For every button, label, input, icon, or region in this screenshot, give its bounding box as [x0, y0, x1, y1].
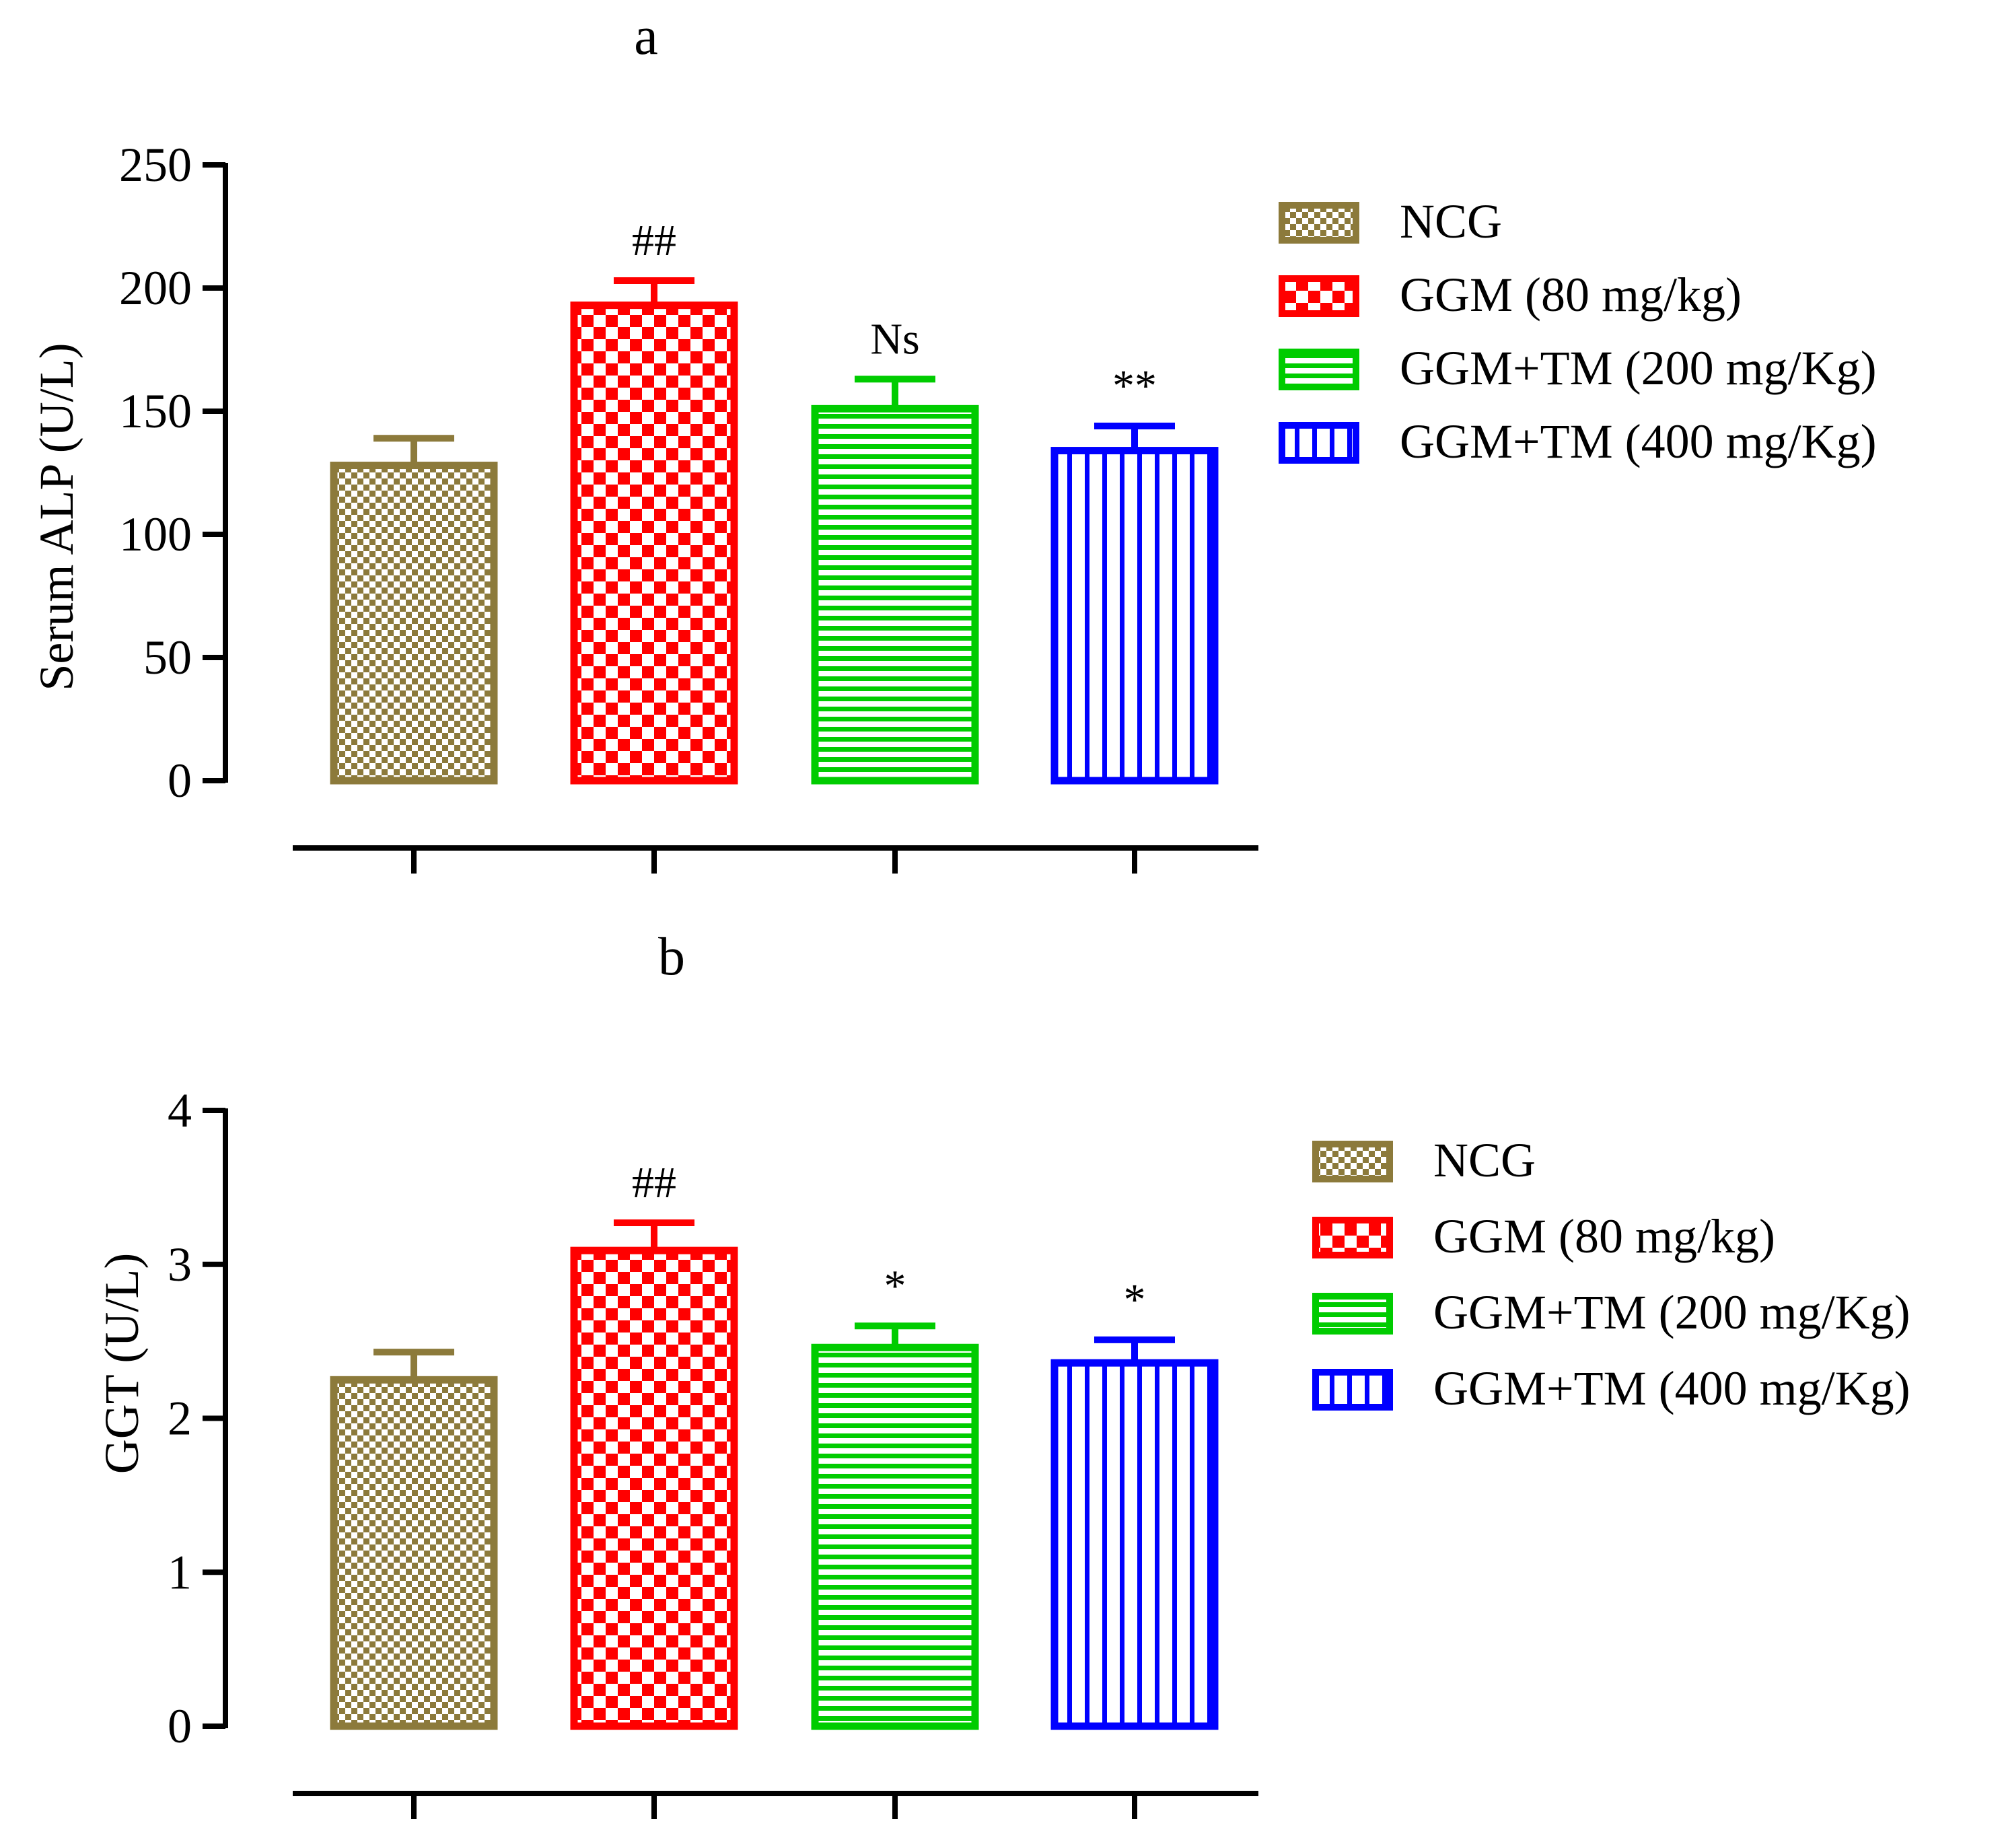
y-tick-label: 3 [168, 1238, 192, 1291]
y-tick-label: 0 [168, 1699, 192, 1753]
panel-title: a [634, 7, 658, 66]
y-tick-label: 1 [168, 1545, 192, 1599]
legend-item: NCG [1279, 194, 1502, 248]
legend-label: NCG [1433, 1133, 1536, 1187]
legend-swatch [1279, 275, 1359, 317]
legend-swatch [1279, 202, 1359, 244]
legend-swatch [1312, 1141, 1393, 1182]
significance-label: ## [632, 216, 676, 265]
legend-label: GGM (80 mg/kg) [1400, 268, 1742, 322]
significance-label: * [884, 1261, 906, 1310]
legend-swatch [1279, 422, 1359, 464]
x-axis [293, 1791, 1258, 1819]
significance-label: Ns [870, 314, 919, 363]
bar [330, 462, 498, 785]
y-tick-label: 200 [119, 261, 192, 315]
panel-b: b GGT (U/L) 0 1 2 3 4 ## * * NCG GGM (80 mg/kg… [95, 927, 1910, 1819]
legend-item: GGM+TM (400 mg/Kg) [1312, 1361, 1910, 1415]
legend-label: GGM (80 mg/kg) [1433, 1209, 1775, 1263]
bar [811, 404, 979, 785]
legend-item: GGM (80 mg/kg) [1279, 268, 1742, 322]
legend-label: GGM+TM (400 mg/Kg) [1433, 1361, 1910, 1415]
y-axis: 0 50 100 150 200 250 [119, 138, 228, 808]
legend-swatch [1279, 349, 1359, 390]
y-axis: 0 1 2 3 4 [168, 1083, 228, 1753]
y-axis-title: GGT (U/L) [95, 1253, 149, 1474]
y-axis-title: Serum ALP (U/L) [30, 343, 83, 690]
legend-label: NCG [1400, 194, 1502, 248]
bar-group: ## Ns ** [330, 216, 1219, 785]
significance-label: ## [632, 1158, 676, 1207]
bar [1050, 447, 1219, 785]
legend: NCG GGM (80 mg/kg) GGM+TM (200 mg/Kg) GG… [1279, 194, 1877, 468]
legend-swatch [1312, 1293, 1393, 1335]
legend-label: GGM+TM (200 mg/Kg) [1400, 341, 1877, 395]
x-axis [293, 845, 1258, 874]
legend-label: GGM+TM (200 mg/Kg) [1433, 1285, 1910, 1339]
legend-item: GGM+TM (400 mg/Kg) [1279, 415, 1877, 468]
legend: NCG GGM (80 mg/kg) GGM+TM (200 mg/Kg) GG… [1312, 1133, 1910, 1415]
legend-item: GGM (80 mg/kg) [1312, 1209, 1775, 1263]
bar [570, 301, 738, 785]
y-tick-label: 100 [119, 507, 192, 561]
y-tick-label: 150 [119, 384, 192, 438]
legend-item: GGM+TM (200 mg/Kg) [1312, 1285, 1910, 1339]
legend-item: GGM+TM (200 mg/Kg) [1279, 341, 1877, 395]
bar [811, 1343, 979, 1730]
panel-a: a Serum ALP (U/L) 0 50 100 150 200 250 ## Ns **… [30, 7, 1877, 874]
bar [570, 1246, 738, 1730]
legend-label: GGM+TM (400 mg/Kg) [1400, 415, 1877, 468]
y-tick-label: 4 [168, 1083, 192, 1137]
y-tick-label: 50 [143, 631, 192, 684]
bar-group: ## * * [330, 1158, 1219, 1730]
significance-label: ** [1112, 361, 1157, 411]
legend-swatch [1312, 1369, 1393, 1411]
significance-label: * [1124, 1275, 1146, 1324]
panel-title: b [658, 927, 685, 987]
legend-swatch [1312, 1217, 1393, 1258]
bar [1050, 1359, 1219, 1730]
y-tick-label: 0 [168, 754, 192, 808]
bar [330, 1376, 498, 1730]
legend-item: NCG [1312, 1133, 1536, 1187]
y-tick-label: 250 [119, 138, 192, 192]
y-tick-label: 2 [168, 1392, 192, 1446]
